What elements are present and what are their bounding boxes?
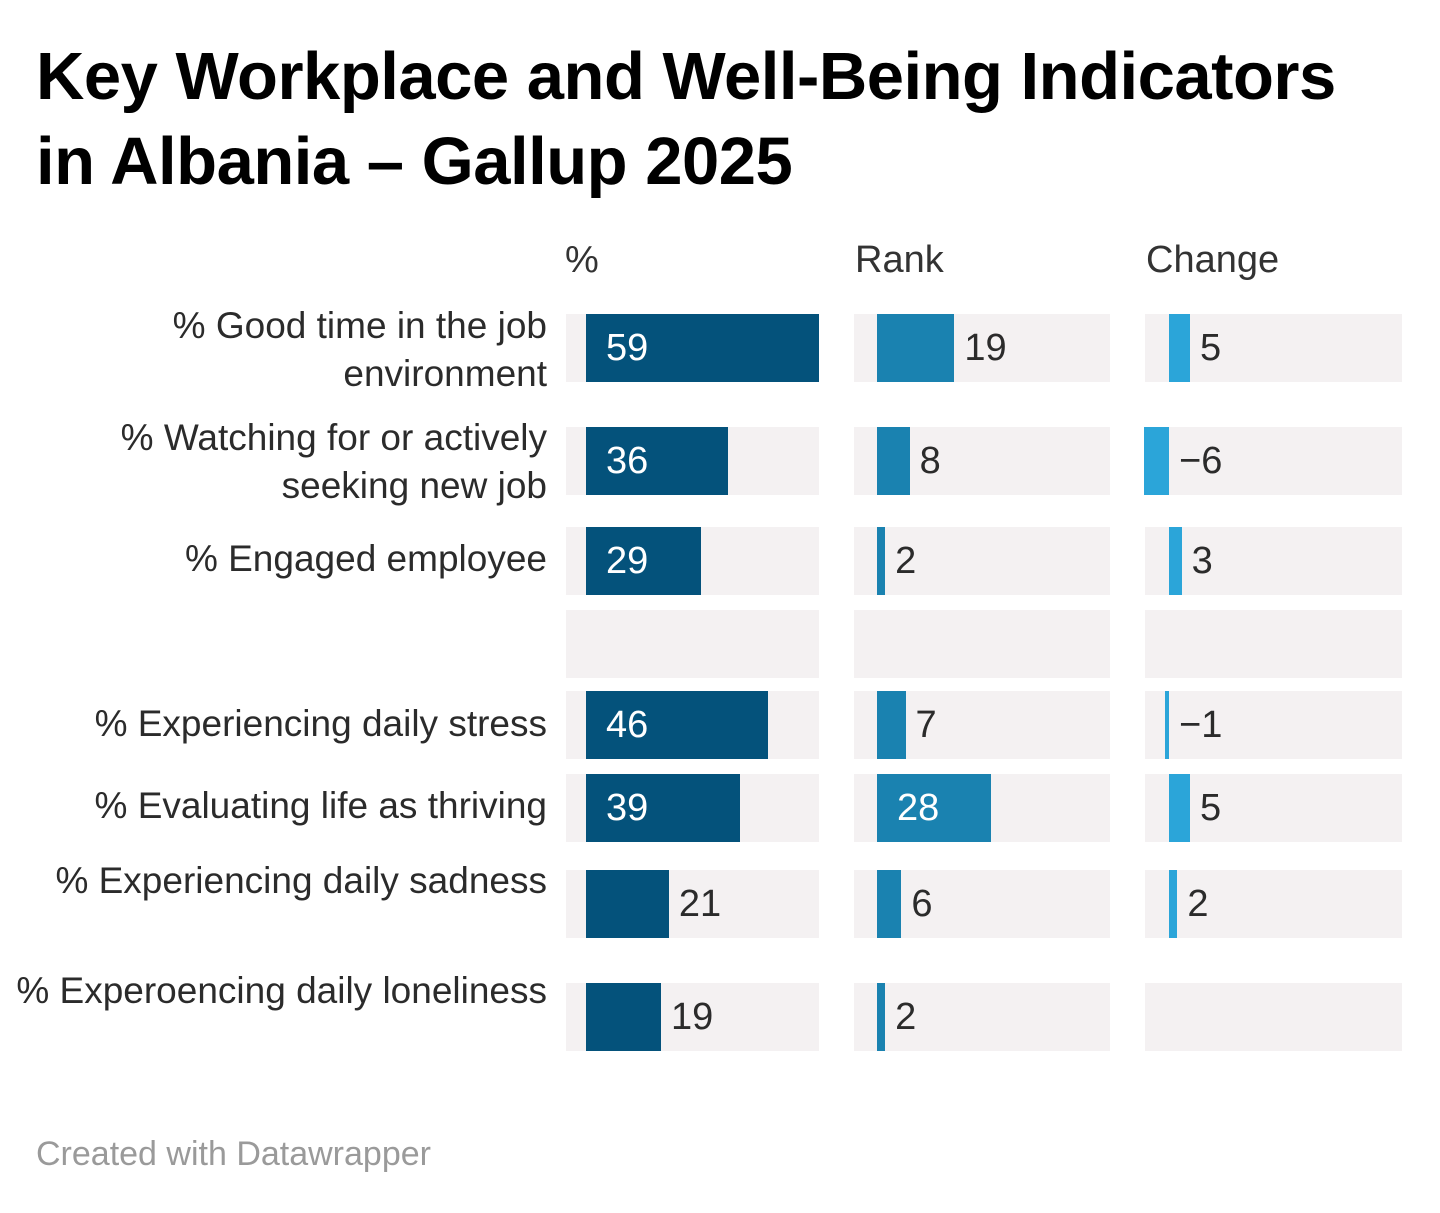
change-value: 5: [1200, 327, 1222, 369]
change-cell: [1145, 983, 1402, 1051]
chart-title: Key Workplace and Well-Being Indicators …: [36, 39, 1336, 199]
change-value: −1: [1179, 704, 1223, 746]
rank-bar: [877, 691, 906, 759]
rank-bar: [877, 983, 886, 1051]
pct-cell: [566, 610, 819, 678]
change-bar: [1143, 427, 1169, 495]
rank-cell: 28: [854, 774, 1110, 842]
rank-cell: 6: [854, 870, 1110, 938]
pct-value: 36: [606, 440, 649, 482]
rank-value: 2: [895, 540, 917, 582]
rank-value: 2: [895, 996, 917, 1038]
pct-value: 29: [606, 540, 649, 582]
row-label: % Experiencing daily stress: [94, 703, 547, 744]
rank-cell: 2: [854, 527, 1110, 595]
row-label: % Engaged employee: [184, 538, 547, 579]
change-cell: −6: [1143, 427, 1402, 495]
change-cell: 5: [1145, 314, 1402, 382]
pct-value: 19: [671, 996, 714, 1038]
rank-value: 8: [919, 440, 941, 482]
pct-cell: 46: [566, 691, 819, 759]
pct-cell: 59: [566, 314, 819, 382]
pct-bar: [586, 427, 729, 495]
pct-bar: [586, 527, 701, 595]
pct-value: 59: [606, 327, 649, 369]
rank-cell: [854, 610, 1110, 678]
change-bar: [1169, 774, 1190, 842]
pct-cell: 29: [566, 527, 819, 595]
change-cell: [1145, 610, 1402, 678]
rank-bar: [877, 527, 886, 595]
rank-bar: [877, 870, 902, 938]
row-label: % Watching for or actively seeking new j…: [120, 417, 547, 506]
pct-bar: [586, 691, 768, 759]
pct-value: 21: [678, 883, 722, 925]
column-header-rank: Rank: [855, 239, 944, 281]
pct-cell: 21: [566, 870, 819, 938]
rank-value: 19: [964, 327, 1007, 369]
rank-bar: [877, 314, 955, 382]
pct-bar: [586, 870, 669, 938]
rank-value: 6: [911, 883, 933, 925]
pct-bar: [586, 774, 741, 842]
rank-bar: [877, 774, 991, 842]
row-label: % Good time in the job environment: [172, 305, 547, 394]
pct-value: 39: [606, 787, 649, 829]
change-cell: 2: [1145, 870, 1402, 938]
change-bar: [1169, 314, 1190, 382]
row-label: % Experiencing daily sadness: [55, 860, 547, 901]
rank-bar: [877, 427, 910, 495]
pct-cell: 19: [566, 983, 819, 1051]
change-value: 2: [1187, 883, 1209, 925]
rank-cell: 8: [854, 427, 1110, 495]
change-cell: 3: [1145, 527, 1402, 595]
column-header-change: Change: [1146, 239, 1280, 281]
change-value: 5: [1200, 787, 1222, 829]
change-bar: [1169, 527, 1182, 595]
pct-bar: [586, 314, 819, 382]
rank-cell: 7: [854, 691, 1110, 759]
change-value: 3: [1191, 540, 1213, 582]
change-bar: [1164, 691, 1169, 759]
row-label: % Experoencing daily loneliness: [16, 970, 547, 1011]
change-cell: 5: [1145, 774, 1402, 842]
pct-bar: [586, 983, 662, 1051]
column-header-pct: %: [565, 239, 599, 281]
rank-value: 28: [897, 787, 940, 829]
rank-cell: 2: [854, 983, 1110, 1051]
pct-cell: 39: [566, 774, 819, 842]
pct-cell: 36: [566, 427, 819, 495]
rank-value: 7: [915, 704, 937, 746]
change-bar: [1169, 870, 1178, 938]
row-label: % Evaluating life as thriving: [94, 785, 547, 826]
change-cell: −1: [1145, 691, 1402, 759]
rank-cell: 19: [854, 314, 1110, 382]
footer-credit: Created with Datawrapper: [36, 1135, 431, 1173]
pct-value: 46: [606, 704, 649, 746]
change-value: −6: [1179, 440, 1223, 482]
